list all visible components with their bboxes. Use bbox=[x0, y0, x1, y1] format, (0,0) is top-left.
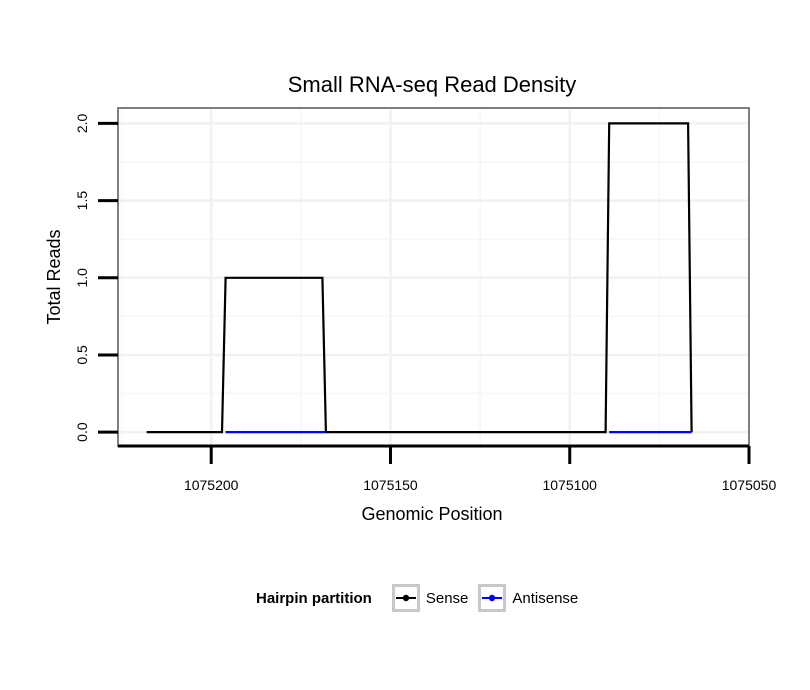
series-layer bbox=[146, 122, 693, 434]
legend-title: Hairpin partition bbox=[256, 589, 372, 607]
y-tick-label: 1.0 bbox=[74, 268, 90, 288]
chart-title: Small RNA-seq Read Density bbox=[288, 72, 577, 97]
x-axis: 1075200 1075150 1075100 1075050 bbox=[118, 444, 777, 493]
y-tick-label: 1.5 bbox=[74, 191, 90, 211]
x-tick-label: 1075150 bbox=[363, 477, 418, 493]
legend-label-antisense: Antisense bbox=[512, 589, 579, 607]
legend-item-antisense: Antisense bbox=[478, 584, 578, 612]
legend-item-sense: Sense bbox=[391, 584, 469, 612]
y-axis: 0.0 0.5 1.0 1.5 2.0 bbox=[74, 113, 118, 442]
x-tick-label: 1075050 bbox=[722, 477, 777, 493]
y-axis-label: Total Reads bbox=[44, 229, 64, 324]
x-axis-label: Genomic Position bbox=[361, 504, 502, 524]
legend-key-sense bbox=[391, 584, 420, 612]
legend-key-antisense bbox=[478, 584, 507, 612]
y-tick-label: 2.0 bbox=[74, 113, 90, 133]
legend-label-sense: Sense bbox=[425, 589, 469, 607]
grid-lines bbox=[118, 108, 749, 446]
y-tick-label: 0.0 bbox=[74, 422, 90, 442]
x-tick-label: 1075200 bbox=[184, 477, 239, 493]
y-tick-label: 0.5 bbox=[74, 345, 90, 365]
x-tick-label: 1075100 bbox=[542, 477, 597, 493]
legend: Hairpin partition Sense Antisense bbox=[256, 580, 582, 616]
